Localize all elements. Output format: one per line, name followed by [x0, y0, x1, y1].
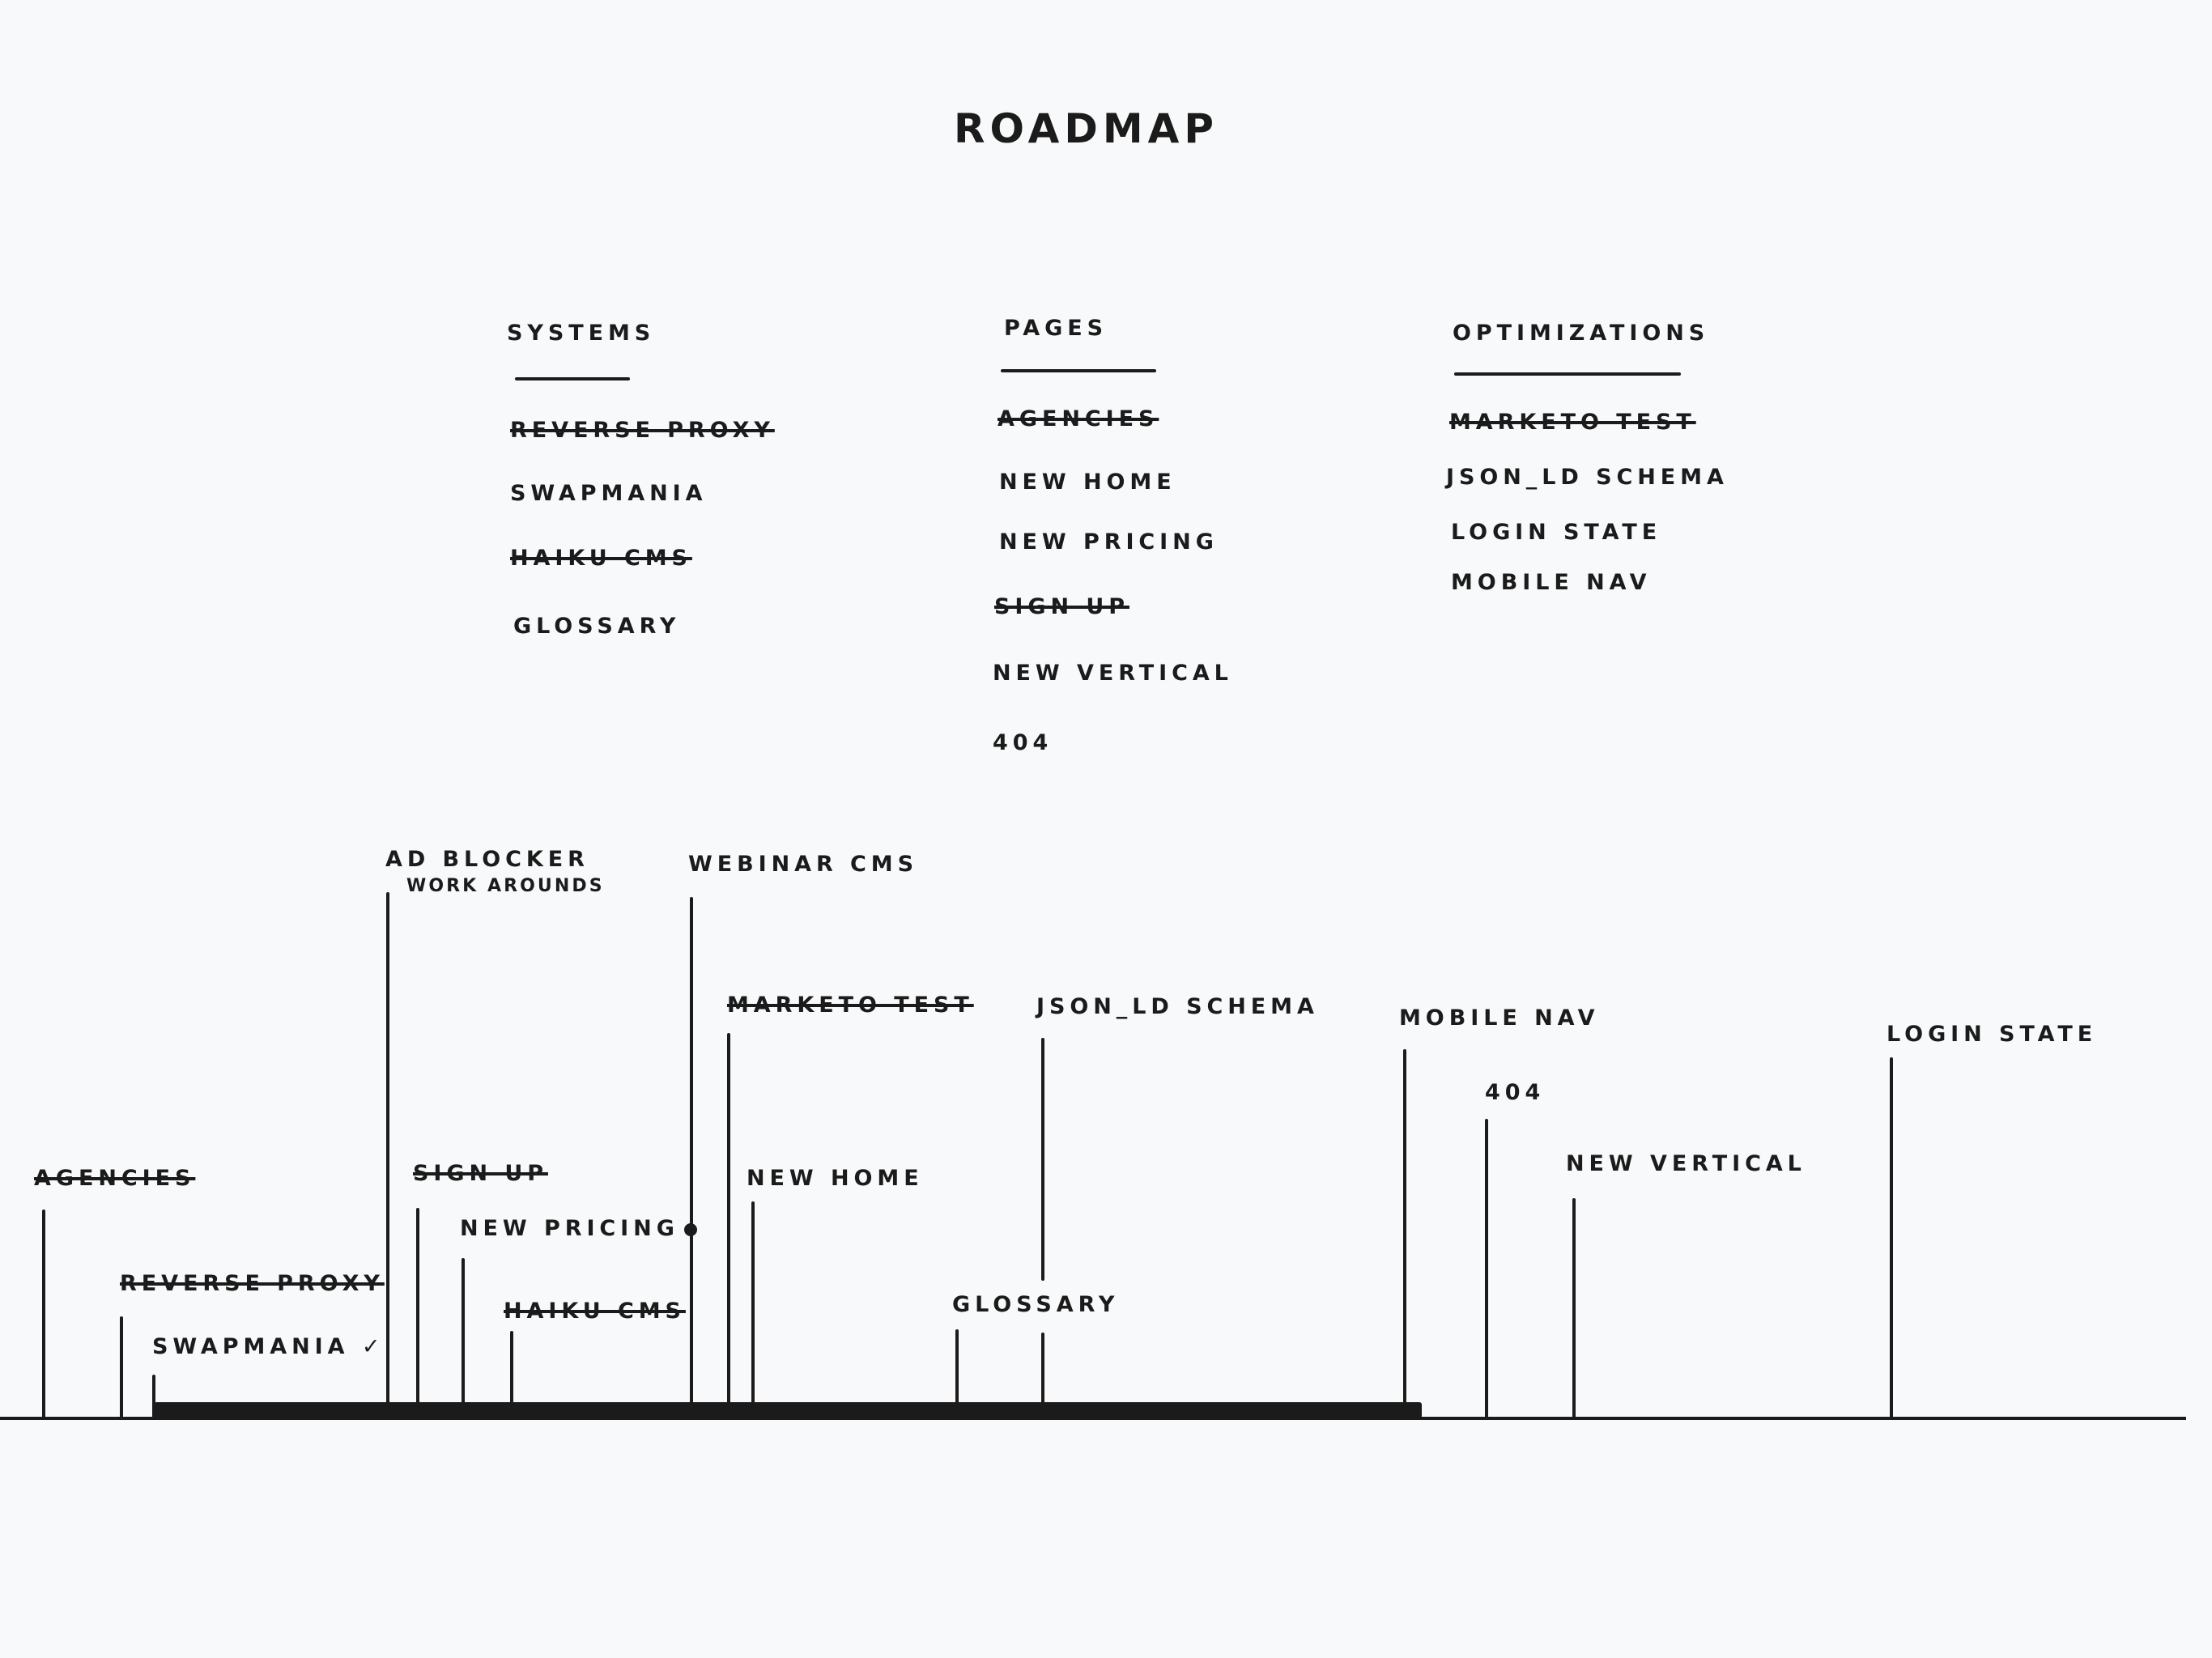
timeline-label-mobile-nav: MOBILE NAV	[1399, 1005, 1600, 1031]
systems-item-haiku-cms: HAIKU CMS	[510, 546, 692, 571]
page-title: ROADMAP	[954, 105, 1219, 152]
timeline-label-sign-up: SIGN UP	[413, 1161, 548, 1186]
optimizations-header-underline	[1454, 372, 1681, 376]
timeline-stem-json-ld-schema-upper	[1041, 1038, 1044, 1281]
timeline-axis	[0, 1417, 2186, 1420]
timeline-stem-haiku-cms	[510, 1331, 513, 1418]
pages-item-agencies: AGENCIES	[998, 406, 1159, 432]
pages-header-underline	[1001, 369, 1156, 372]
pages-item-new-home: NEW HOME	[999, 470, 1176, 495]
timeline-label-new-pricing-text: NEW PRICING	[460, 1216, 679, 1241]
timeline-label-new-pricing: NEW PRICING	[460, 1218, 697, 1239]
pages-item-new-pricing: NEW PRICING	[999, 529, 1219, 555]
timeline-stem-new-home	[751, 1201, 755, 1418]
optimizations-header: OPTIMIZATIONS	[1453, 321, 1710, 346]
timeline-stem-marketo-test	[727, 1033, 730, 1418]
timeline-stem-reverse-proxy	[120, 1316, 123, 1418]
timeline-label-haiku-cms: HAIKU CMS	[504, 1299, 686, 1324]
timeline-stem-sign-up	[416, 1208, 419, 1418]
timeline-label-404: 404	[1485, 1080, 1546, 1105]
pages-item-new-vertical: NEW VERTICAL	[993, 661, 1233, 686]
timeline-stem-404	[1485, 1119, 1488, 1418]
timeline-stem-login-state	[1890, 1057, 1893, 1418]
systems-item-glossary: GLOSSARY	[513, 614, 681, 639]
timeline-label-glossary: GLOSSARY	[952, 1292, 1120, 1317]
timeline-label-ad-blocker: AD BLOCKER	[385, 847, 589, 872]
optimizations-item-json-ld-schema: JSON_LD SCHEMA	[1446, 465, 1729, 490]
pages-item-404: 404	[993, 730, 1053, 755]
pages-item-sign-up: SIGN UP	[994, 594, 1129, 619]
timeline-stem-glossary	[955, 1329, 959, 1418]
timeline-label-new-home: NEW HOME	[747, 1166, 924, 1191]
timeline-stem-json-ld-schema-lower	[1041, 1333, 1044, 1418]
timeline-sublabel-work-arounds: WORK AROUNDS	[406, 876, 605, 896]
timeline-label-webinar-cms: WEBINAR CMS	[688, 852, 919, 877]
timeline-label-agencies: AGENCIES	[34, 1166, 196, 1191]
checkmark-icon: ✓	[361, 1334, 385, 1359]
systems-header: SYSTEMS	[507, 321, 656, 346]
optimizations-item-login-state: LOGIN STATE	[1451, 520, 1662, 545]
timeline-stem-mobile-nav	[1403, 1049, 1406, 1418]
timeline-label-new-vertical: NEW VERTICAL	[1566, 1151, 1806, 1176]
timeline-stem-new-pricing	[462, 1258, 465, 1418]
timeline-label-swapmania: SWAPMANIA ✓	[152, 1336, 385, 1358]
timeline-label-json-ld-schema: JSON_LD SCHEMA	[1036, 994, 1319, 1019]
timeline-stem-agencies	[42, 1209, 45, 1418]
timeline-label-swapmania-text: SWAPMANIA	[152, 1334, 350, 1359]
systems-item-swapmania: SWAPMANIA	[510, 481, 708, 506]
timeline-label-login-state: LOGIN STATE	[1887, 1022, 2098, 1047]
timeline-stem-new-vertical	[1572, 1198, 1576, 1418]
systems-header-underline	[515, 377, 630, 380]
systems-item-reverse-proxy: REVERSE PROXY	[510, 418, 775, 443]
timeline-stem-ad-blocker	[386, 892, 389, 1418]
timeline-label-marketo-test: MARKETO TEST	[727, 993, 974, 1018]
optimizations-item-mobile-nav: MOBILE NAV	[1451, 570, 1652, 595]
timeline-progress-bar	[154, 1402, 1422, 1418]
timeline-stem-webinar-cms	[690, 897, 693, 1418]
optimizations-item-marketo-test: MARKETO TEST	[1449, 410, 1696, 435]
timeline-label-reverse-proxy: REVERSE PROXY	[120, 1271, 385, 1296]
timeline-stem-swapmania	[152, 1375, 155, 1418]
pages-header: PAGES	[1004, 316, 1108, 341]
